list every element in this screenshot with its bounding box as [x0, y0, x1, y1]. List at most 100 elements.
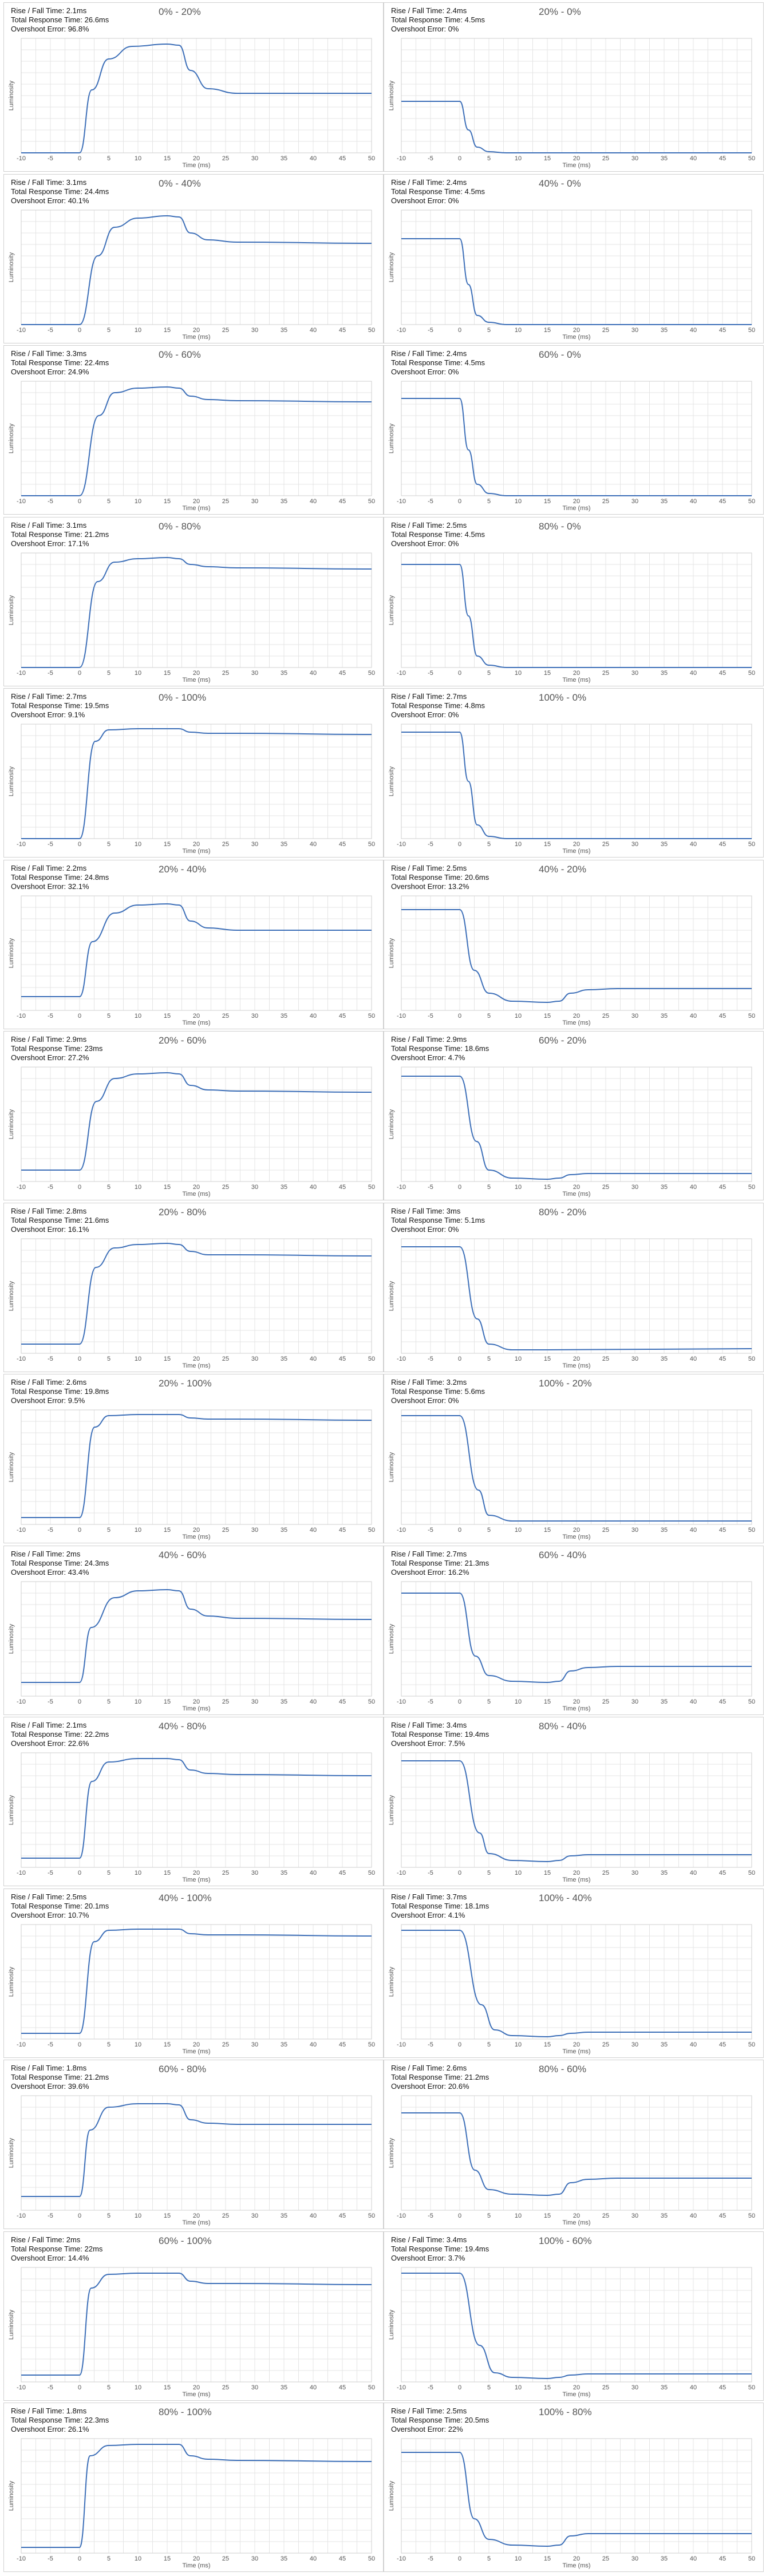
x-tick-label: 40 [690, 1698, 697, 1705]
luminosity-series-line [401, 1760, 752, 1862]
x-tick-label: 40 [310, 327, 317, 334]
x-tick-label: 5 [487, 670, 491, 677]
x-tick-label: -5 [428, 1870, 433, 1876]
x-tick-label: 45 [339, 2384, 346, 2391]
x-tick-label: 30 [251, 2384, 258, 2391]
luminosity-plot: -10 -5 0 5 10 15 20 25 30 35 40 45 50 Time (ms) Lumino… [388, 1924, 755, 2055]
luminosity-plot: -10 -5 0 5 10 15 20 25 30 35 40 45 50 Time (ms) Lumino… [8, 724, 375, 855]
plot-frame [401, 1238, 752, 1354]
chart-title: 100% - 20% [539, 1378, 592, 1389]
x-tick-label: 0 [78, 1527, 81, 1534]
x-tick-label: 15 [164, 2212, 171, 2219]
chart-panel: Rise / Fall Time: 2.1ms Total Response Ti… [3, 2, 384, 172]
x-tick-label: 45 [719, 327, 726, 334]
chart-panel: Rise / Fall Time: 2.9ms Total Response Ti… [3, 1031, 384, 1200]
chart-title: 40% - 0% [539, 178, 581, 189]
x-tick-label: 30 [251, 2212, 258, 2219]
x-tick-label: 50 [748, 1013, 755, 1020]
response-stats: Rise / Fall Time: 3ms Total Response Time… [391, 1207, 485, 1234]
x-tick-label: 5 [107, 498, 110, 505]
response-stats: Rise / Fall Time: 2.7ms Total Response Ti… [391, 692, 485, 720]
x-tick-label: 30 [251, 1356, 258, 1362]
rise-fall-time-text: Rise / Fall Time: 2.5ms [391, 864, 467, 872]
total-response-time-text: Total Response Time: 4.5ms [391, 187, 485, 196]
x-tick-label: 40 [310, 1698, 317, 1705]
y-axis-label: Luminosity [8, 2309, 15, 2340]
x-tick-label: 35 [281, 2384, 287, 2391]
x-tick-label: 5 [487, 2384, 491, 2391]
x-tick-label: 40 [310, 1870, 317, 1876]
plot-frame [21, 381, 372, 496]
x-tick-label: 40 [310, 2212, 317, 2219]
chart-panel: Rise / Fall Time: 2.4ms Total Response Ti… [384, 2, 764, 172]
x-tick-label: -5 [428, 327, 433, 334]
x-tick-label: 40 [310, 498, 317, 505]
luminosity-plot: -10 -5 0 5 10 15 20 25 30 35 40 45 50 Time (ms) Lumino… [8, 210, 375, 341]
x-axis-label: Time (ms) [562, 2048, 590, 2055]
x-tick-label: 40 [690, 670, 697, 677]
rise-fall-time-text: Rise / Fall Time: 2.4ms [391, 6, 467, 15]
x-tick-label: 0 [458, 841, 461, 848]
rise-fall-time-text: Rise / Fall Time: 2.2ms [11, 864, 87, 872]
x-tick-label: 30 [251, 498, 258, 505]
x-tick-label: -5 [48, 1870, 53, 1876]
rise-fall-time-text: Rise / Fall Time: 2.4ms [391, 349, 467, 358]
x-tick-label: 10 [515, 1184, 522, 1191]
chart-panel: Rise / Fall Time: 2.4ms Total Response Ti… [384, 174, 764, 343]
x-tick-label: -10 [17, 1527, 26, 1534]
x-tick-label: 5 [487, 1527, 491, 1534]
x-tick-label: 0 [458, 498, 461, 505]
x-tick-label: 30 [631, 670, 638, 677]
x-tick-label: 30 [631, 1356, 638, 1362]
chart-panel: Rise / Fall Time: 3.2ms Total Response Ti… [384, 1374, 764, 1543]
response-stats: Rise / Fall Time: 3.4ms Total Response Ti… [391, 1721, 489, 1748]
total-response-time-text: Total Response Time: 21.2ms [11, 2073, 109, 2081]
x-tick-label: 25 [222, 2555, 229, 2562]
x-tick-label: 15 [164, 1356, 171, 1362]
x-tick-label: 50 [748, 155, 755, 162]
chart-title: 20% - 40% [159, 864, 207, 875]
x-tick-label: 10 [515, 1698, 522, 1705]
x-tick-label: 45 [719, 1527, 726, 1534]
x-tick-label: -10 [17, 2384, 26, 2391]
luminosity-plot: -10 -5 0 5 10 15 20 25 30 35 40 45 50 Time (ms) Lumino… [388, 2438, 755, 2569]
response-stats: Rise / Fall Time: 3.7ms Total Response Ti… [391, 1893, 489, 1920]
luminosity-plot: -10 -5 0 5 10 15 20 25 30 35 40 45 50 Time (ms) Lumino… [388, 381, 755, 512]
x-tick-label: 45 [339, 1356, 346, 1362]
rise-fall-time-text: Rise / Fall Time: 3.1ms [11, 178, 87, 187]
x-tick-label: 50 [748, 2555, 755, 2562]
chart-title: 0% - 20% [159, 6, 201, 17]
x-tick-label: 50 [368, 155, 375, 162]
chart-title: 20% - 60% [159, 1035, 207, 1046]
x-tick-label: 50 [368, 1356, 375, 1362]
rise-fall-time-text: Rise / Fall Time: 3ms [391, 1207, 461, 1215]
overshoot-error-text: Overshoot Error: 3.7% [391, 2254, 465, 2262]
plot-frame [21, 2438, 372, 2554]
x-tick-label: 35 [281, 1870, 287, 1876]
x-tick-label: -10 [397, 1527, 406, 1534]
x-tick-label: -5 [48, 2212, 53, 2219]
x-tick-label: 0 [458, 670, 461, 677]
x-tick-label: 15 [544, 327, 551, 334]
rise-fall-time-text: Rise / Fall Time: 2.7ms [391, 692, 467, 701]
x-axis-label: Time (ms) [562, 2219, 590, 2226]
rise-fall-time-text: Rise / Fall Time: 3.4ms [391, 1721, 467, 1729]
response-stats: Rise / Fall Time: 2.5ms Total Response Ti… [391, 864, 489, 891]
chart-panel: Rise / Fall Time: 2.5ms Total Response Ti… [3, 1888, 384, 2058]
x-tick-label: 40 [310, 1527, 317, 1534]
rise-fall-time-text: Rise / Fall Time: 2.9ms [391, 1035, 467, 1044]
x-tick-label: 20 [193, 155, 200, 162]
x-tick-label: 50 [368, 1184, 375, 1191]
y-axis-label: Luminosity [8, 80, 15, 110]
y-axis-label: Luminosity [8, 252, 15, 282]
x-tick-label: 10 [515, 2384, 522, 2391]
x-tick-label: 50 [748, 1356, 755, 1362]
x-tick-label: 25 [602, 2555, 609, 2562]
x-tick-label: 45 [339, 1013, 346, 1020]
luminosity-plot: -10 -5 0 5 10 15 20 25 30 35 40 45 50 Time (ms) Lumino… [8, 1066, 375, 1198]
x-axis-label: Time (ms) [182, 505, 210, 512]
y-axis-label: Luminosity [8, 2480, 15, 2511]
x-tick-label: -5 [48, 670, 53, 677]
x-tick-label: 30 [251, 327, 258, 334]
x-tick-label: 5 [487, 1184, 491, 1191]
